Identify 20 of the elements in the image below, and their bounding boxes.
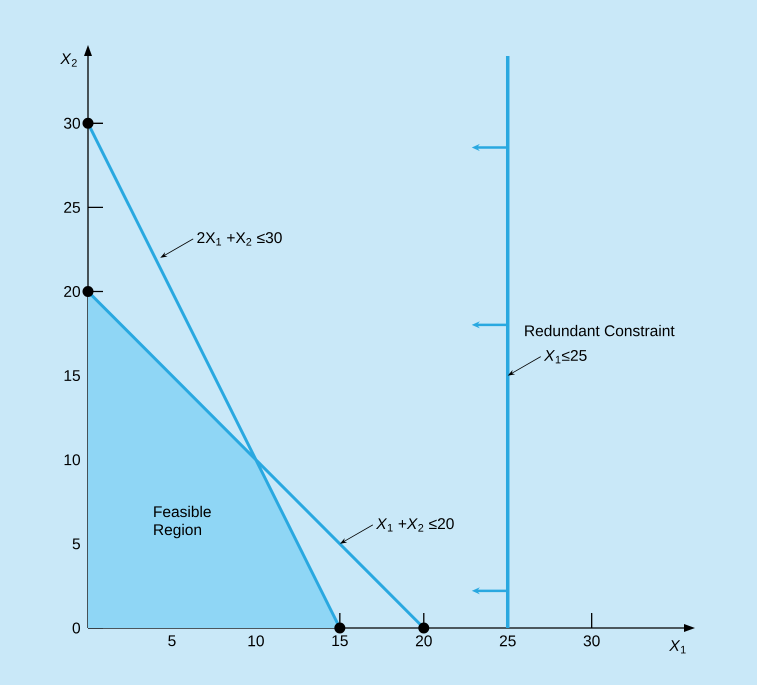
series-label: Feasible Region xyxy=(154,506,211,538)
x-tick-label: 20 xyxy=(416,635,432,646)
annotation: X$_{1}$ +X$_{2}$ ≤20 xyxy=(376,518,454,532)
y-tick-label: 10 xyxy=(64,454,80,466)
y-tick-label: 0 xyxy=(72,622,80,634)
y-tick-label: 25 xyxy=(64,202,80,213)
y-tick-label: 30 xyxy=(64,118,80,129)
x-tick-label: 10 xyxy=(248,635,264,646)
x-tick-label: 30 xyxy=(584,635,600,646)
y-tick-label: 15 xyxy=(64,370,80,382)
y-axis-title: X$_{2}$ xyxy=(60,53,77,67)
x-axis-title: X$_{1}$ xyxy=(669,640,686,654)
annotation: X$_{1}$≤25 xyxy=(544,350,587,364)
x-tick-label: 15 xyxy=(332,635,348,646)
y-tick-label: 5 xyxy=(72,538,80,550)
annotation: 2X$_{1}$ +X$_{2}$ ≤30 xyxy=(197,232,282,246)
x-tick-label: 5 xyxy=(168,635,176,646)
y-tick-label: 20 xyxy=(64,286,80,298)
x-tick-label: 25 xyxy=(500,635,516,646)
ref-line-label: Redundant Constraint xyxy=(525,324,675,336)
